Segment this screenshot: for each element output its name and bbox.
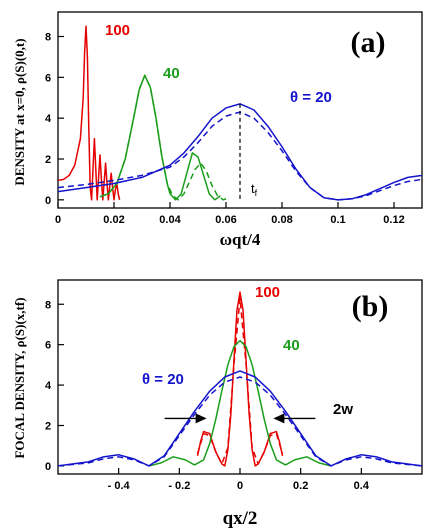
x-tick-label: 0.4 (354, 480, 370, 492)
width-arrow-left-head (195, 413, 207, 424)
y-tick-label: 6 (45, 340, 51, 352)
y-tick-label: 8 (45, 299, 51, 311)
x-tick-label: 0.06 (215, 214, 236, 226)
series-line-b-1 (196, 297, 284, 465)
x-tick-label: 0.2 (293, 480, 308, 492)
y-tick-label: 0 (45, 461, 51, 473)
width-arrows (164, 413, 316, 424)
y-tick-label: 2 (45, 421, 51, 433)
panel-b-y-axis-label: FOCAL DENSITY, ρ(S)(x,tf) (12, 297, 27, 458)
x-tick-label: 0.08 (271, 214, 292, 226)
panel-b-label: (b) (352, 290, 389, 323)
width-label-2w: 2w (333, 401, 353, 418)
series-line-b-3 (57, 370, 423, 467)
panel-a-label: (a) (351, 26, 386, 59)
width-arrow-right-head (273, 413, 285, 424)
series-label-100-a: 100 (105, 22, 130, 39)
y-tick-label: 6 (45, 72, 51, 84)
series-label-100-b: 100 (255, 284, 280, 301)
panel-a-x-axis-label: ωqt/4 (220, 230, 261, 249)
x-tick-label: 0.1 (330, 214, 345, 226)
x-tick-label: 0 (55, 214, 61, 226)
y-tick-label: 4 (45, 380, 52, 392)
x-tick-label: 0.02 (103, 214, 124, 226)
panel-a-plot-frame (57, 11, 423, 209)
series-label-20-a: θ = 20 (290, 89, 332, 106)
panel-a-y-axis-label: DENSITY at x=0, ρ(S)(0,t) (12, 38, 27, 185)
y-tick-label: 2 (45, 154, 51, 166)
series-label-20-b: θ = 20 (142, 371, 184, 388)
panel-b: - 0.4 - 0.2 0 0.2 0.4 0 2 4 6 8 (b) 100 40 θ = 20… (12, 279, 423, 529)
series-line-b-4 (57, 376, 423, 467)
series-line-a-4 (57, 111, 423, 201)
x-tick-label: 0.04 (159, 214, 181, 226)
series-line-b-2 (148, 339, 332, 467)
y-tick-label: 0 (45, 195, 51, 207)
y-tick-label: 4 (45, 113, 52, 125)
series-line-a-0 (57, 25, 121, 201)
tf-marker-label: tf (251, 181, 258, 198)
series-label-40-a: 40 (163, 65, 180, 82)
x-tick-label: 0 (237, 480, 243, 492)
series-line-a-2 (99, 74, 230, 201)
x-tick-label: - 0.4 (108, 480, 131, 492)
y-tick-label: 8 (45, 32, 51, 44)
x-tick-label: - 0.2 (168, 480, 190, 492)
panel-a: 0 0.02 0.04 0.06 0.08 0.1 0.12 0 2 4 6 8 (a) 100 40… (12, 11, 423, 249)
panel-b-x-axis-label: qx/2 (223, 508, 258, 529)
x-tick-label: 0.12 (383, 214, 404, 226)
series-label-40-b: 40 (283, 337, 300, 354)
